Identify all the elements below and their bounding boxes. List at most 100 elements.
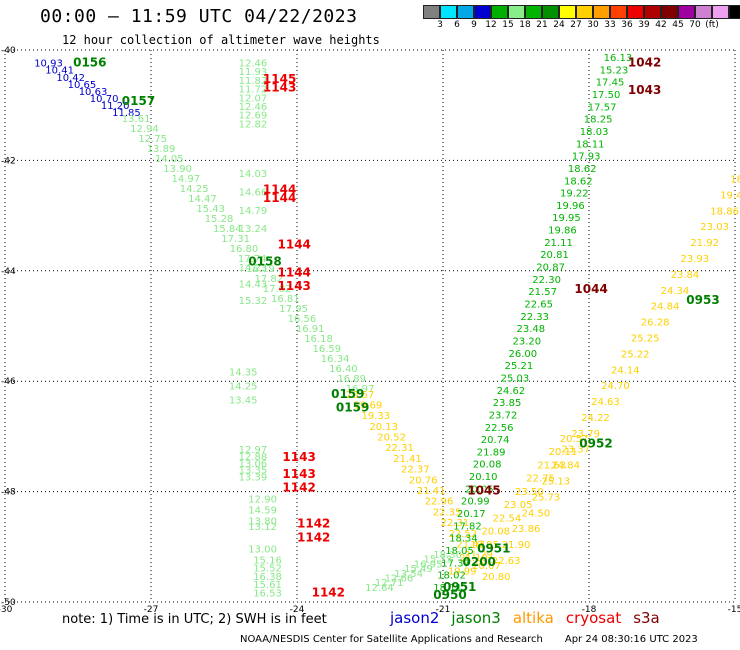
scale-swatch bbox=[712, 5, 729, 19]
wave-height-value: 18.86 bbox=[710, 206, 739, 217]
wave-height-value: 14.25 bbox=[229, 382, 258, 393]
pass-time-label: 1045 bbox=[467, 483, 500, 497]
wave-height-value: 14.05 bbox=[155, 154, 184, 165]
wave-height-value: 17.50 bbox=[592, 90, 621, 101]
wave-height-value: 23.50 bbox=[515, 487, 544, 498]
wave-height-value: 12.46 bbox=[239, 59, 268, 70]
credit-footer: NOAA/NESDIS Center for Satellite Applica… bbox=[240, 634, 698, 645]
wave-height-value: 23.85 bbox=[493, 398, 522, 409]
lon-tick-label: -21 bbox=[436, 605, 451, 615]
wave-height-value: 13.80 bbox=[248, 517, 277, 528]
wave-height-value: 12.82 bbox=[239, 119, 268, 130]
scale-tick-label: 30 bbox=[587, 20, 599, 30]
pass-time-label: 1144 bbox=[278, 238, 311, 252]
wave-height-value: 20.08 bbox=[481, 527, 510, 538]
wave-height-value: 25.13 bbox=[542, 477, 571, 488]
wave-height-value: 16.13 bbox=[604, 53, 633, 64]
wave-height-value: 14.23 bbox=[239, 263, 268, 274]
lat-tick-label: -48 bbox=[1, 488, 16, 498]
wave-height-value: 13.61 bbox=[122, 114, 151, 125]
wave-height-value: 13.45 bbox=[229, 395, 258, 406]
pass-time-label: 0950 bbox=[433, 588, 466, 602]
wave-height-value: 18.80 bbox=[730, 175, 740, 186]
satellite-pass-jason3: 19.99 21.10 19.95 20.08 22.54 23.05 23.50 22.75… bbox=[448, 434, 589, 578]
wave-height-value: 17.57 bbox=[588, 102, 617, 113]
wave-height-value: 21.90 bbox=[502, 540, 531, 551]
pass-time-label: 0159 bbox=[336, 401, 369, 415]
pass-time-label: 0159 bbox=[331, 387, 364, 401]
wave-height-value: 22.65 bbox=[524, 300, 553, 311]
scale-tick-label: 42 bbox=[655, 20, 667, 30]
wave-height-value: 15.32 bbox=[239, 296, 268, 307]
wave-height-value: 11.85 bbox=[112, 108, 141, 119]
satellite-legend-cryosat: cryosat bbox=[565, 609, 622, 627]
wave-height-value: 17.02 bbox=[263, 284, 292, 295]
wave-height-value: 12.46 bbox=[239, 102, 268, 113]
wave-height-value: 20.08 bbox=[473, 460, 502, 471]
wave-height-value: 21.63 bbox=[537, 460, 566, 471]
wave-height-value: 20.57 bbox=[346, 390, 375, 401]
wave-height-value: 15.28 bbox=[205, 214, 234, 225]
wave-height-value: 12.66 bbox=[385, 574, 414, 585]
wave-height-value: 12.64 bbox=[365, 583, 394, 594]
wave-height-value: 19.86 bbox=[548, 226, 577, 237]
wave-height-value: 13.35 bbox=[239, 466, 268, 477]
wave-height-value: 13.00 bbox=[248, 544, 277, 555]
wave-height-value: 25.03 bbox=[501, 374, 530, 385]
wave-height-value: 19.99 bbox=[448, 566, 477, 577]
satellite-legend-jason2: jason2 bbox=[390, 609, 440, 627]
pass-time-label: 1042 bbox=[628, 56, 661, 70]
wave-height-value: 21.11 bbox=[544, 238, 573, 249]
wave-height-value: 14.43 bbox=[239, 279, 268, 290]
wave-height-value: 21.41 bbox=[417, 486, 446, 497]
pass-time-label: 1145 bbox=[263, 72, 296, 86]
wave-height-value: 16.59 bbox=[313, 344, 342, 355]
scale-swatch bbox=[474, 5, 491, 19]
wave-height-value: 20.52 bbox=[377, 433, 406, 444]
map-axes: -30 -27 -24 -21 -18 -15 -40 -42 -44 -46 -48 -50 bbox=[0, 46, 740, 615]
scale-tick-label: 18 bbox=[519, 20, 531, 30]
satellite-legend-jason3: jason3 bbox=[451, 609, 501, 627]
satellite-legend-altika: altika bbox=[512, 609, 554, 627]
satellite-legend-s3a: s3a bbox=[633, 609, 660, 627]
lon-tick-label: -15 bbox=[728, 605, 740, 615]
wave-height-value: 11.20 bbox=[101, 101, 130, 112]
wave-height-value: 21.10 bbox=[459, 553, 488, 564]
wave-height-value: 24.34 bbox=[661, 286, 690, 297]
wave-height-value: 18.34 bbox=[449, 534, 478, 545]
scale-swatch bbox=[593, 5, 610, 19]
scale-swatch bbox=[423, 5, 440, 19]
scale-tick-label: 45 bbox=[672, 20, 684, 30]
page-subtitle: 12 hour collection of altimeter wave hei… bbox=[62, 33, 380, 47]
wave-height-value: 16.80 bbox=[230, 244, 259, 255]
wave-height-value: 22.37 bbox=[401, 465, 430, 476]
wave-height-value: 25.25 bbox=[631, 334, 660, 345]
wave-height-value: 12.88 bbox=[239, 452, 268, 463]
lat-tick-label: -44 bbox=[1, 267, 16, 277]
scale-swatch bbox=[559, 5, 576, 19]
scale-swatch bbox=[695, 5, 712, 19]
wave-height-value: 21.29 bbox=[464, 550, 493, 561]
pass-time-label: 0953 bbox=[686, 293, 719, 307]
wave-height-value: 13.12 bbox=[248, 522, 277, 533]
scale-tick-label: 24 bbox=[553, 20, 565, 30]
lat-tick-label: -46 bbox=[1, 377, 16, 387]
scale-tick-label: 36 bbox=[621, 20, 633, 30]
pass-time-label: 0952 bbox=[579, 436, 612, 450]
wave-height-value: 20.11 bbox=[549, 447, 578, 458]
wave-height-value: 22.56 bbox=[485, 423, 514, 434]
scale-tick-label: 3 bbox=[437, 20, 443, 30]
wave-height-value: 12.71 bbox=[375, 578, 404, 589]
wave-height-value: 16.40 bbox=[329, 364, 358, 375]
scale-swatch bbox=[491, 5, 508, 19]
altimeter-observations: 10.9310.4110.4210.6510.6310.7011.2011.85… bbox=[34, 53, 740, 600]
generation-timestamp: Apr 24 08:30:16 UTC 2023 bbox=[564, 634, 698, 645]
footnote: note: 1) Time is in UTC; 2) SWH is in fe… bbox=[62, 612, 327, 627]
wave-height-value: 17.74 bbox=[238, 254, 267, 265]
wave-height-value: 18.62 bbox=[568, 164, 597, 175]
pass-time-label: 1043 bbox=[628, 83, 661, 97]
wave-height-value: 14.79 bbox=[239, 206, 268, 217]
